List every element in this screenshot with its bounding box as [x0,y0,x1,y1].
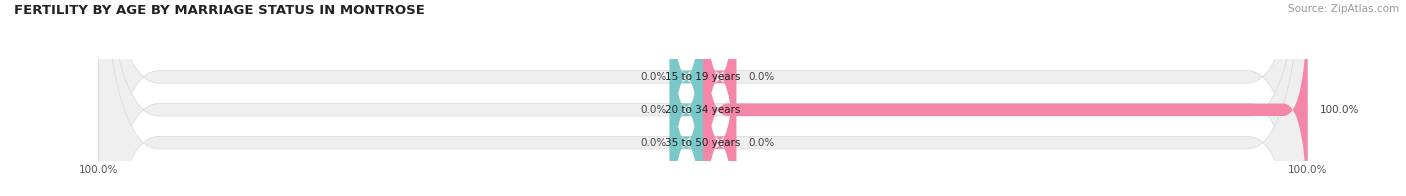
FancyBboxPatch shape [98,0,1308,196]
Text: 100.0%: 100.0% [1320,105,1360,115]
Text: 0.0%: 0.0% [748,72,775,82]
FancyBboxPatch shape [703,0,1308,196]
FancyBboxPatch shape [669,17,703,196]
FancyBboxPatch shape [669,0,703,196]
FancyBboxPatch shape [703,17,737,196]
FancyBboxPatch shape [669,0,703,196]
FancyBboxPatch shape [98,0,1308,196]
Text: FERTILITY BY AGE BY MARRIAGE STATUS IN MONTROSE: FERTILITY BY AGE BY MARRIAGE STATUS IN M… [14,4,425,17]
Text: 35 to 50 years: 35 to 50 years [665,138,741,148]
Text: 15 to 19 years: 15 to 19 years [665,72,741,82]
Text: 0.0%: 0.0% [641,72,666,82]
Text: Source: ZipAtlas.com: Source: ZipAtlas.com [1288,4,1399,14]
Text: 20 to 34 years: 20 to 34 years [665,105,741,115]
FancyBboxPatch shape [703,0,737,196]
Text: 0.0%: 0.0% [641,105,666,115]
Text: 0.0%: 0.0% [748,138,775,148]
Text: 0.0%: 0.0% [641,138,666,148]
FancyBboxPatch shape [98,0,1308,196]
